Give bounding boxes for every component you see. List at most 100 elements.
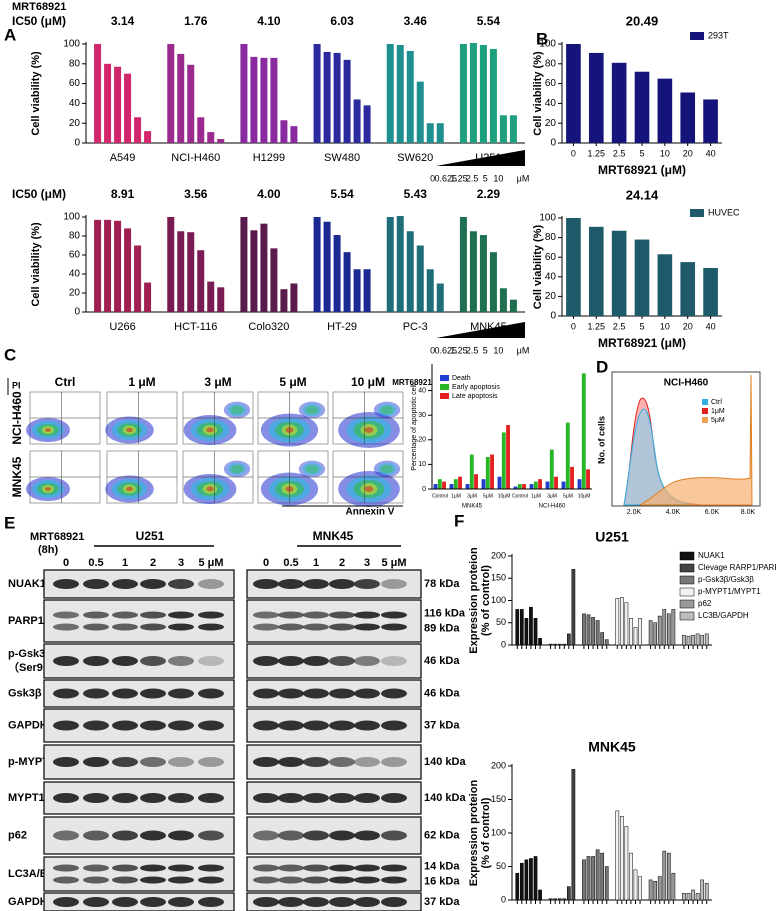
bar bbox=[134, 245, 142, 312]
band bbox=[303, 876, 329, 884]
bar bbox=[167, 44, 175, 143]
band bbox=[253, 864, 279, 872]
kda-label: 14 kDa bbox=[424, 860, 460, 872]
y-tick-label: 30 bbox=[418, 412, 426, 419]
bar bbox=[290, 283, 298, 312]
bar bbox=[509, 115, 517, 143]
ic50-value: 8.91 bbox=[111, 187, 135, 201]
kda-label: 16 kDa bbox=[424, 875, 460, 887]
cell-cloud bbox=[298, 401, 326, 419]
dose-label: 1.25 bbox=[450, 173, 468, 183]
bar bbox=[515, 609, 520, 646]
band bbox=[112, 830, 138, 841]
y-tick-label: 80 bbox=[69, 58, 81, 69]
dose-wedge bbox=[436, 322, 525, 338]
band bbox=[168, 656, 194, 666]
cell-cloud bbox=[302, 403, 322, 417]
bar bbox=[529, 484, 534, 489]
band bbox=[303, 623, 329, 631]
x-tick-label: 10 bbox=[660, 148, 670, 158]
y-axis-label: Expression proteion bbox=[468, 780, 480, 887]
cell-cloud bbox=[305, 405, 319, 415]
band bbox=[329, 623, 355, 631]
band bbox=[168, 864, 194, 872]
bar bbox=[343, 59, 351, 144]
bar bbox=[94, 219, 102, 312]
x-tick-label: 5 bbox=[639, 148, 644, 158]
y-tick-label: 0 bbox=[74, 138, 80, 149]
band bbox=[53, 656, 79, 666]
cell-cloud bbox=[230, 464, 244, 474]
x-tick-label: 2.5 bbox=[613, 321, 626, 331]
bar bbox=[114, 66, 122, 143]
bar bbox=[513, 486, 518, 489]
band bbox=[354, 688, 380, 699]
bar bbox=[648, 879, 653, 901]
y-tick-label: 200 bbox=[491, 760, 506, 770]
legend-label: Death bbox=[452, 375, 471, 382]
bar bbox=[604, 866, 609, 901]
band bbox=[354, 897, 380, 907]
treatment-label: MRT68921 bbox=[392, 378, 432, 387]
band bbox=[140, 793, 166, 803]
panel-label: D bbox=[596, 357, 608, 376]
bar bbox=[554, 476, 558, 489]
ic50-value: 2.29 bbox=[477, 187, 501, 201]
bar bbox=[313, 44, 321, 143]
bar bbox=[633, 626, 638, 646]
band bbox=[303, 688, 329, 699]
band bbox=[354, 611, 380, 619]
band bbox=[53, 623, 79, 631]
band bbox=[83, 720, 109, 731]
y-tick-label: 60 bbox=[69, 250, 81, 261]
bar bbox=[177, 53, 185, 143]
x-tick-label: 10μM bbox=[578, 493, 591, 499]
row-label: NUAK1 bbox=[8, 578, 46, 590]
dose-label: 5 bbox=[483, 173, 488, 183]
dose-label: 5 μM bbox=[381, 557, 406, 569]
band bbox=[303, 897, 329, 907]
bar bbox=[566, 886, 571, 901]
band bbox=[329, 864, 355, 872]
band bbox=[112, 864, 138, 872]
band bbox=[198, 688, 224, 699]
chart-title: U251 bbox=[595, 529, 629, 545]
y-axis-label: Cell viability (%) bbox=[30, 222, 42, 307]
band bbox=[140, 897, 166, 907]
bar bbox=[459, 44, 467, 143]
legend-label: p-Gsk3β/Gsk3β bbox=[698, 575, 754, 584]
bar bbox=[600, 852, 605, 901]
kda-label: 37 kDa bbox=[424, 719, 460, 731]
band bbox=[329, 793, 355, 803]
legend-swatch bbox=[702, 399, 708, 405]
bar bbox=[197, 117, 205, 143]
x-tick-label: 10 bbox=[660, 321, 670, 331]
band bbox=[381, 830, 407, 841]
legend-label: Late apoptosis bbox=[452, 393, 498, 400]
band bbox=[83, 793, 109, 803]
bar bbox=[465, 484, 470, 489]
bar bbox=[343, 252, 351, 312]
bar bbox=[533, 481, 538, 489]
dose-unit: μM bbox=[517, 173, 530, 183]
bar bbox=[553, 643, 558, 646]
blot-strip bbox=[43, 856, 235, 892]
band bbox=[198, 623, 224, 631]
kda-label: 46 kDa bbox=[424, 655, 460, 667]
y-axis-label: No. of cells bbox=[596, 416, 606, 464]
y-tick-label: 0 bbox=[501, 639, 506, 649]
duration-label: (8h) bbox=[38, 544, 59, 556]
row-label: （Ser9） bbox=[8, 661, 54, 674]
band bbox=[278, 720, 304, 731]
band bbox=[354, 656, 380, 666]
cell-cloud bbox=[298, 460, 326, 478]
y-tick-label: 20 bbox=[418, 437, 426, 444]
kda-label: 46 kDa bbox=[424, 687, 460, 699]
band bbox=[53, 793, 79, 803]
band bbox=[198, 579, 224, 589]
legend-swatch bbox=[702, 417, 708, 423]
bar bbox=[426, 123, 434, 143]
y-tick-label: 0 bbox=[550, 311, 556, 322]
band bbox=[198, 656, 224, 666]
bar bbox=[207, 132, 215, 143]
